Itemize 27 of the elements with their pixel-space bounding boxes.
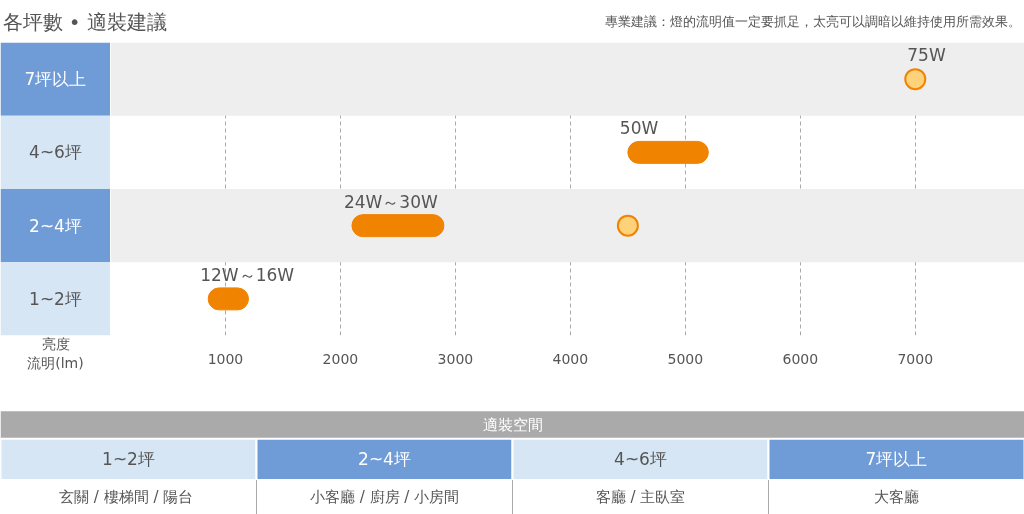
category-label: 1~2坪: [102, 449, 155, 470]
text: 小客廳 / 廚房 / 小房間: [309, 488, 460, 507]
category-label: 4~6坪: [614, 449, 667, 470]
y-tick-label: 7坪以上: [24, 69, 87, 90]
category-label: 7坪以上: [865, 449, 928, 470]
x-tick-label: 2000: [322, 350, 359, 367]
annotation: 50W: [619, 118, 659, 139]
x-tick-label: 7000: [897, 350, 934, 367]
x-tick-label: 5000: [667, 350, 704, 367]
x-tick-label: 6000: [782, 350, 819, 367]
x-tick-label: 1000: [207, 350, 244, 367]
y-tick-label: 4~6坪: [29, 142, 82, 163]
y-tick-label: 2~4坪: [29, 215, 82, 236]
y-tick-label: 1~2坪: [29, 288, 82, 309]
x-axis-title: 亮度流明(lm): [27, 335, 84, 371]
category-label: 2~4坪: [358, 449, 411, 470]
annotation: 75W: [907, 45, 946, 66]
text: 適裝空間: [482, 416, 543, 435]
text: 大客廳: [874, 488, 919, 507]
annotation: 24W～30W: [343, 191, 439, 212]
chart-title: 各坪數 • 適裝建議: [2, 9, 168, 34]
annotation: 12W～16W: [200, 264, 295, 285]
x-tick-label: 4000: [552, 350, 589, 367]
text: 玄關 / 樓梯間 / 陽台: [59, 488, 194, 507]
chart-subtitle: 專業建議：燈的流明值一定要抓足，太亮可以調暗以維持使用所需效果。: [604, 14, 1021, 29]
text: 客廳 / 主臥室: [595, 488, 686, 507]
x-tick-label: 3000: [437, 350, 474, 367]
